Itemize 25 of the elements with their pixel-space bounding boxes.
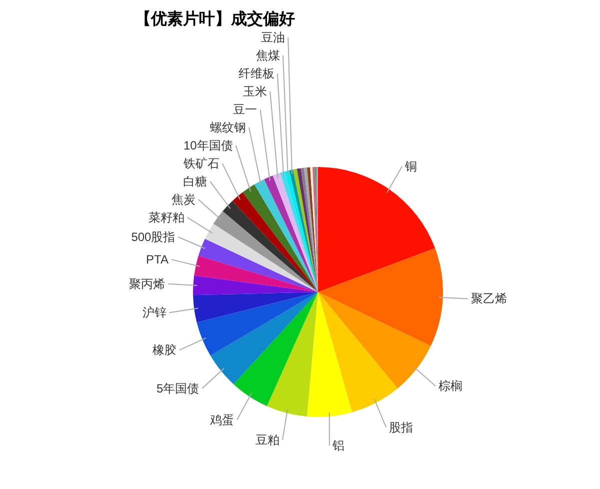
slice-label: 棕榈 <box>438 379 463 394</box>
slice-label: 白糖 <box>183 174 208 188</box>
slice-label: 鸡蛋 <box>210 412 234 427</box>
slice-label: 沪锌 <box>142 306 166 320</box>
slice-label: 橡胶 <box>152 343 176 358</box>
slice-label: 豆一 <box>233 102 258 116</box>
slice-label: 螺纹钢 <box>210 120 246 134</box>
slice-label: 焦炭 <box>171 192 196 206</box>
slice-label: 豆粕 <box>255 433 280 448</box>
slice-label: 聚乙烯 <box>470 292 507 306</box>
slice-label: 焦煤 <box>256 48 280 62</box>
slice-label: 股指 <box>389 420 414 434</box>
slice-label: 纤维板 <box>238 66 274 80</box>
slice-label: 铜 <box>405 159 418 174</box>
slice-label: 玉米 <box>243 84 268 98</box>
slice-label: 10年国债 <box>183 138 233 152</box>
slice-label: 铝 <box>332 438 344 452</box>
title: 【优素片叶】成交偏好 <box>135 11 295 28</box>
slice-label: 5年国债 <box>156 381 200 396</box>
slice-label: PTA <box>146 252 168 267</box>
slice-label: 聚丙烯 <box>129 276 166 291</box>
slice-label: 豆油 <box>261 30 286 44</box>
slice-label: 菜籽粕 <box>148 210 184 224</box>
slice-label: 铁矿石 <box>183 156 220 170</box>
slice-label: 500股指 <box>131 230 176 244</box>
